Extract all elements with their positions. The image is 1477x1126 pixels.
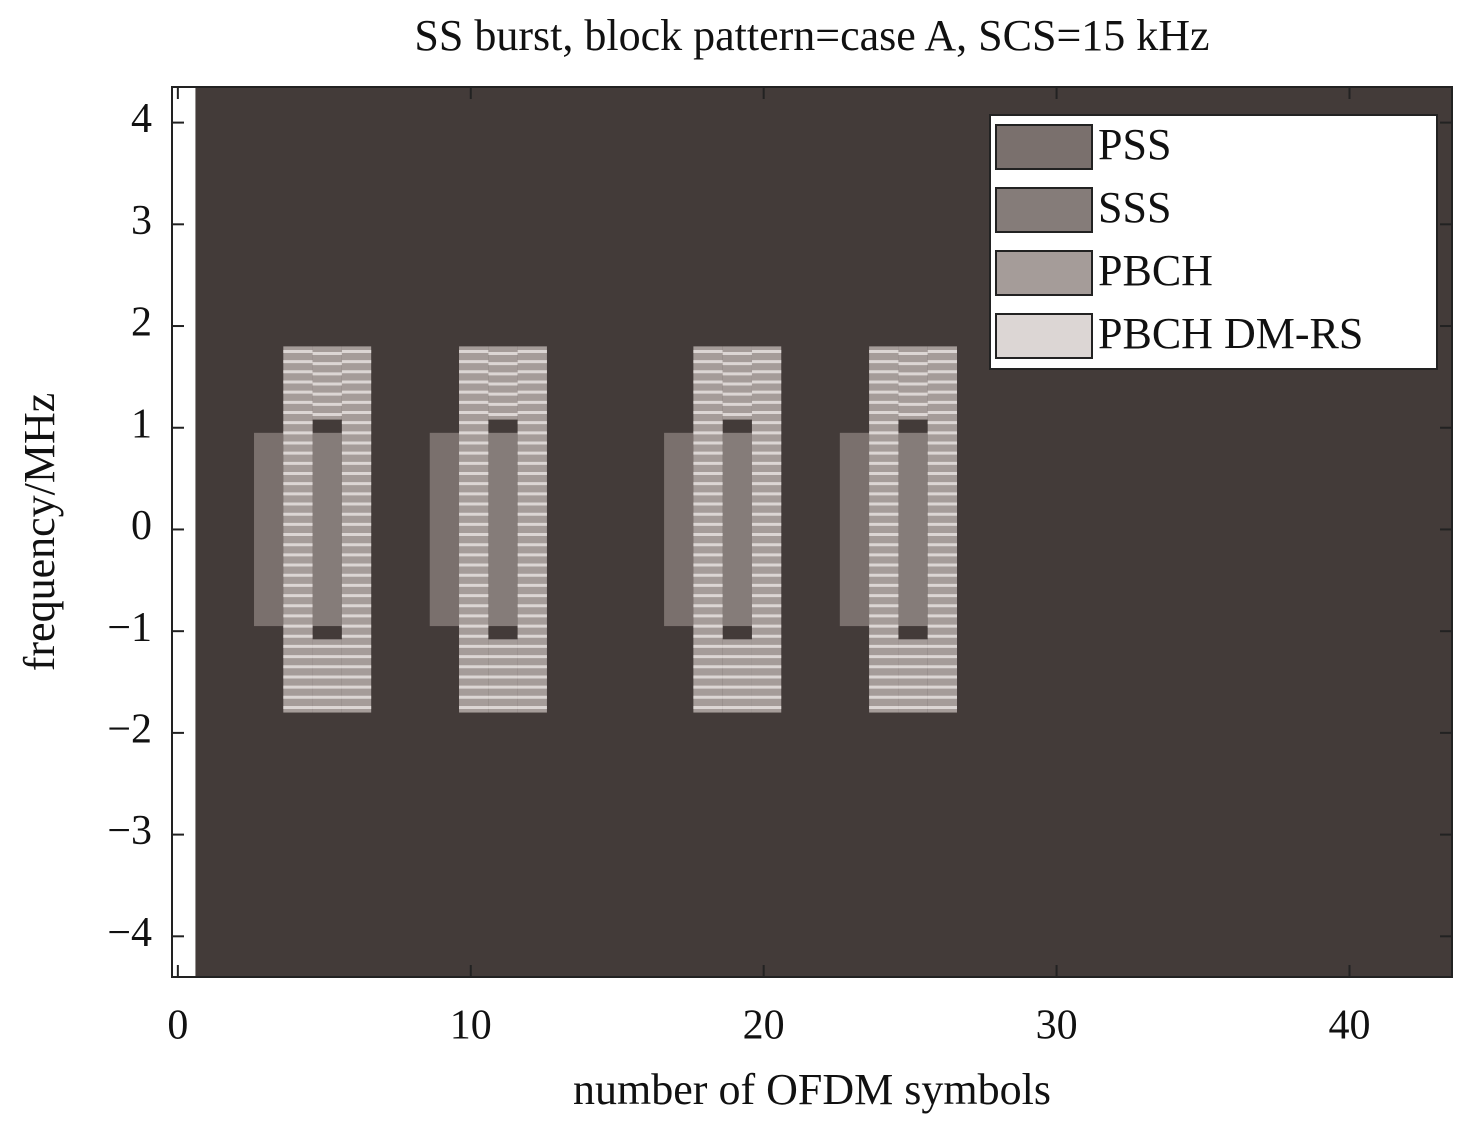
resource-block bbox=[869, 346, 899, 713]
resource-block bbox=[664, 432, 694, 627]
resource-block bbox=[722, 432, 752, 627]
y-tick-label: 4 bbox=[131, 96, 152, 142]
resource-block bbox=[898, 432, 928, 627]
x-tick-label: 30 bbox=[1036, 1003, 1078, 1049]
legend-label: SSS bbox=[1098, 183, 1171, 232]
resource-block bbox=[341, 346, 372, 713]
x-tick-label: 40 bbox=[1328, 1003, 1370, 1049]
y-tick-label: 0 bbox=[131, 503, 152, 549]
x-tick-label: 20 bbox=[743, 1003, 785, 1049]
resource-block bbox=[693, 346, 723, 713]
legend-swatch bbox=[995, 187, 1093, 233]
x-tick-label: 10 bbox=[450, 1003, 492, 1049]
plot-frame bbox=[171, 86, 1453, 978]
y-tick-label: 1 bbox=[131, 401, 152, 447]
y-axis-label: frequency/MHz bbox=[15, 393, 64, 672]
legend-swatch bbox=[995, 250, 1093, 296]
legend-label: PBCH DM-RS bbox=[1098, 309, 1363, 358]
legend-swatch bbox=[995, 124, 1093, 170]
y-tick-label: 3 bbox=[131, 198, 152, 244]
x-tick-label: 0 bbox=[167, 1003, 188, 1049]
resource-block bbox=[459, 346, 489, 713]
resource-block bbox=[283, 346, 313, 713]
resource-block bbox=[927, 346, 957, 713]
resource-block bbox=[517, 346, 547, 713]
resource-block bbox=[429, 432, 460, 627]
y-tick-label: −1 bbox=[107, 605, 152, 651]
legend-swatch bbox=[995, 313, 1093, 359]
resource-block bbox=[254, 432, 284, 627]
resource-block bbox=[839, 432, 870, 627]
resource-block bbox=[312, 432, 342, 627]
legend-label: PSS bbox=[1098, 120, 1171, 169]
legend-label: PBCH bbox=[1098, 246, 1213, 295]
y-tick-label: 2 bbox=[131, 300, 152, 346]
chart-title: SS burst, block pattern=case A, SCS=15 k… bbox=[414, 11, 1209, 60]
x-axis-label: number of OFDM symbols bbox=[573, 1065, 1051, 1114]
y-tick-label: −3 bbox=[107, 808, 152, 854]
resource-block bbox=[488, 432, 518, 627]
resource-block bbox=[751, 346, 782, 713]
legend: PSS SSS PBCH PBCH DM-RS bbox=[989, 114, 1438, 370]
y-tick-label: −4 bbox=[107, 910, 152, 956]
y-tick-label: −2 bbox=[107, 707, 152, 753]
